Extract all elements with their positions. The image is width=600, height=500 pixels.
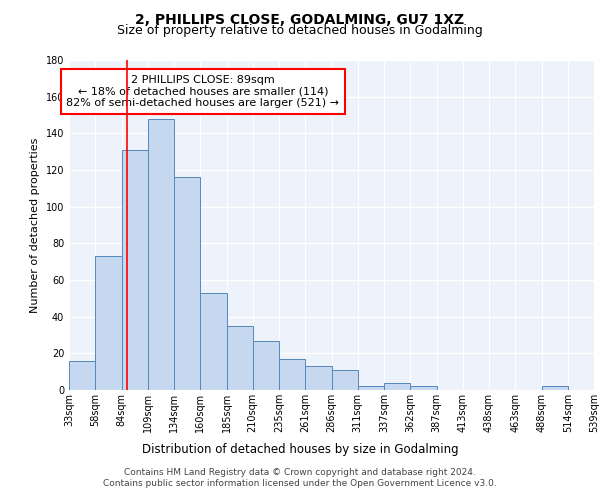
Text: 2 PHILLIPS CLOSE: 89sqm
← 18% of detached houses are smaller (114)
82% of semi-d: 2 PHILLIPS CLOSE: 89sqm ← 18% of detache… xyxy=(67,75,340,108)
Text: 2, PHILLIPS CLOSE, GODALMING, GU7 1XZ: 2, PHILLIPS CLOSE, GODALMING, GU7 1XZ xyxy=(136,12,464,26)
Bar xyxy=(410,386,437,390)
Bar xyxy=(227,326,253,390)
Bar xyxy=(331,370,358,390)
Bar xyxy=(384,382,410,390)
Bar xyxy=(121,150,148,390)
Bar xyxy=(253,340,279,390)
Text: Size of property relative to detached houses in Godalming: Size of property relative to detached ho… xyxy=(117,24,483,37)
Bar xyxy=(279,359,305,390)
Bar xyxy=(542,386,568,390)
Bar xyxy=(95,256,121,390)
Bar xyxy=(305,366,331,390)
Bar xyxy=(174,178,200,390)
Bar xyxy=(200,293,227,390)
Y-axis label: Number of detached properties: Number of detached properties xyxy=(30,138,40,312)
Bar xyxy=(358,386,384,390)
Bar xyxy=(148,118,174,390)
Text: Contains HM Land Registry data © Crown copyright and database right 2024.
Contai: Contains HM Land Registry data © Crown c… xyxy=(103,468,497,487)
Text: Distribution of detached houses by size in Godalming: Distribution of detached houses by size … xyxy=(142,442,458,456)
Bar xyxy=(69,360,95,390)
